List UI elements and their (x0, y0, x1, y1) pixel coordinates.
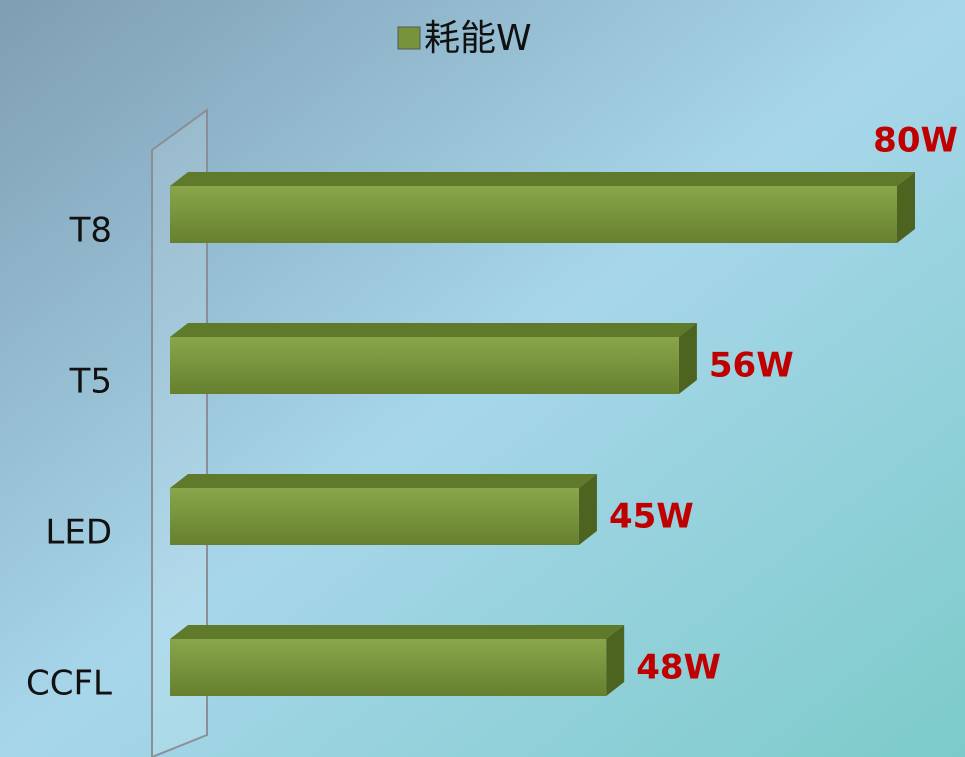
back-wall (151, 108, 208, 757)
bar-top (170, 625, 625, 639)
category-label: CCFL (26, 664, 112, 704)
value-label: 56W (709, 346, 794, 386)
bar-side (606, 625, 625, 696)
bar-top (170, 323, 697, 337)
bar-top (170, 474, 597, 488)
bar (170, 337, 679, 394)
bar-top (170, 172, 915, 186)
bar (170, 639, 607, 696)
bar-side (897, 172, 915, 243)
category-label: LED (45, 513, 112, 553)
legend-label: 耗能W (424, 18, 532, 59)
value-label: 45W (609, 497, 694, 537)
category-label: T8 (69, 211, 112, 251)
bar (170, 488, 579, 545)
legend-swatch (397, 26, 421, 50)
value-label: 48W (636, 648, 721, 688)
category-label: T5 (69, 362, 112, 402)
bar-side (578, 474, 597, 545)
bar (170, 186, 897, 243)
bar-side (678, 323, 697, 394)
value-label: 80W (873, 121, 958, 161)
